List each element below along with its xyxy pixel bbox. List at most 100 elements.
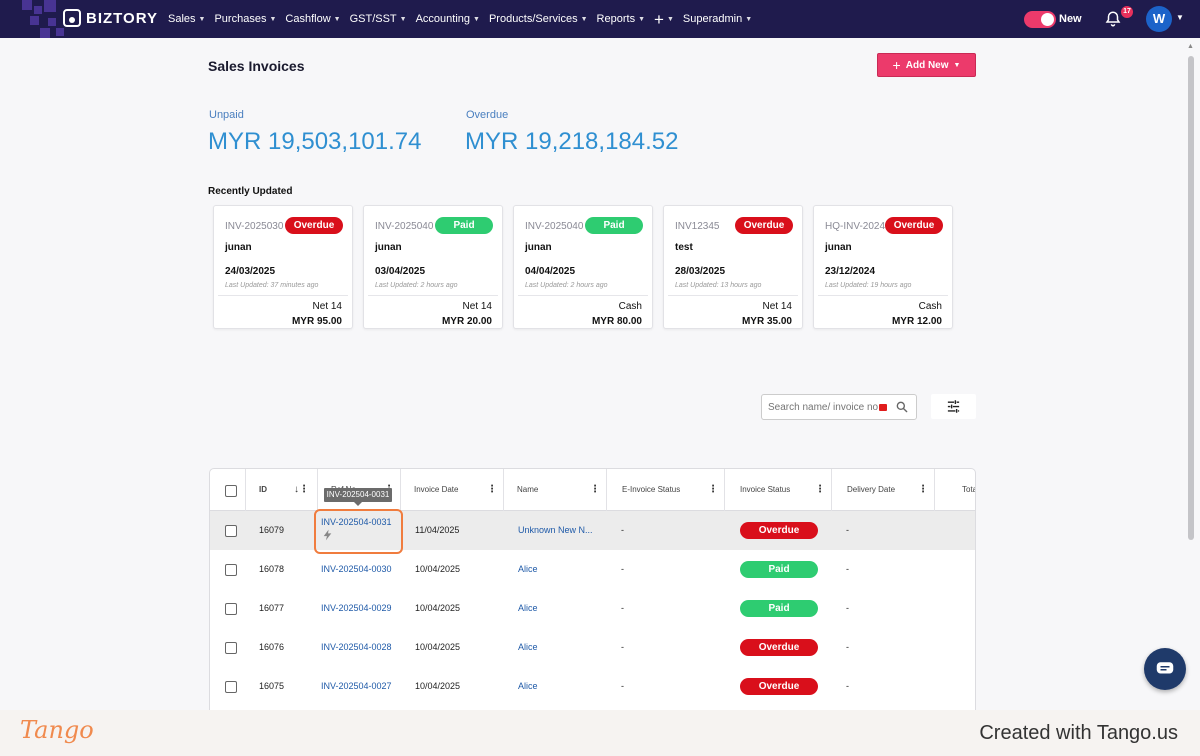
status-badge: Paid [435,217,493,234]
new-ui-toggle[interactable] [1024,11,1056,28]
menu-accounting[interactable]: Accounting ▼ [416,13,480,25]
unpaid-value: MYR 19,503,101.74 [208,128,422,155]
sort-icon[interactable]: ↓⋮ [294,484,309,495]
row-checkbox[interactable] [225,681,237,693]
recent-invoice-card[interactable]: HQ-INV-2024 Overdue junan 23/12/2024 Las… [813,205,953,329]
status-badge: Paid [585,217,643,234]
menu-superadmin-label: Superadmin [682,13,743,25]
tango-logo: Tango [20,716,94,744]
card-ref: INV12345 [675,221,720,232]
row-customer-link[interactable]: Alice [518,603,538,613]
caret-down-icon: ▼ [198,15,206,23]
menu-cashflow[interactable]: Cashflow ▼ [285,13,340,25]
card-last-updated: Last Updated: 2 hours ago [525,282,608,289]
row-checkbox[interactable] [225,642,237,654]
row-ref-link[interactable]: INV-202504-0030 [321,564,392,574]
menu-sales-label: Sales [168,13,196,25]
menu-superadmin[interactable]: Superadmin ▼ [683,13,752,25]
row-checkbox[interactable] [225,564,237,576]
page-scrollbar[interactable] [1188,56,1194,540]
row-ref-link[interactable]: INV-202504-0031 [321,517,392,527]
column-header-total[interactable]: Total [935,469,975,511]
menu-sales[interactable]: Sales ▼ [168,13,205,25]
table-row[interactable]: 16078 INV-202504-0030 10/04/2025 Alice -… [210,550,975,589]
row-ref-link[interactable]: INV-202504-0029 [321,603,392,613]
status-badge: Overdue [885,217,943,234]
row-einvoice-status: - [621,681,624,691]
row-customer-link[interactable]: Alice [518,681,538,691]
row-id: 16077 [259,603,285,613]
table-row[interactable]: 16079 INV-202504-0031 11/04/2025 Unknown… [210,511,975,550]
row-checkbox[interactable] [225,603,237,615]
search-input[interactable] [768,399,880,415]
logo-pixel-pattern [0,0,70,38]
row-customer-link[interactable]: Alice [518,642,538,652]
column-header-invoice-date[interactable]: Invoice Date ⋮ [401,469,504,511]
caret-down-icon: ▼ [269,15,277,23]
row-status-badge: Overdue [740,678,818,695]
biztory-logo-icon [63,9,81,27]
column-invoice-date-label: Invoice Date [414,485,459,494]
column-header-name[interactable]: Name ⋮ [504,469,607,511]
recent-invoice-card[interactable]: INV12345 Overdue test 28/03/2025 Last Up… [663,205,803,329]
column-menu-icon[interactable]: ⋮ [590,484,600,495]
row-checkbox[interactable] [225,525,237,537]
caret-down-icon: ▼ [745,15,753,23]
row-customer-link[interactable]: Alice [518,564,538,574]
toggle-label: New [1059,13,1082,25]
recent-invoice-card[interactable]: INV-2025040 Paid junan 04/04/2025 Last U… [513,205,653,329]
sliders-icon [947,400,960,413]
column-header-einvoice-status[interactable]: E-Invoice Status ⋮ [607,469,725,511]
brand-name: BIZTORY [86,9,159,27]
bell-icon[interactable] [1104,10,1122,28]
table-row[interactable]: 16076 INV-202504-0028 10/04/2025 Alice -… [210,628,975,667]
column-header-invoice-status[interactable]: Invoice Status ⋮ [725,469,832,511]
chevron-down-icon[interactable]: ▼ [1176,13,1184,22]
add-new-label: Add New [905,59,949,71]
overdue-label: Overdue [466,109,509,121]
menu-gst-sst[interactable]: GST/SST ▼ [350,13,407,25]
column-menu-icon[interactable]: ⋮ [815,484,825,495]
column-menu-icon[interactable]: ⋮ [487,484,497,495]
column-menu-icon[interactable]: ⋮ [708,484,718,495]
card-customer-name: junan [375,242,402,253]
caret-down-icon: ▼ [473,15,480,23]
user-avatar[interactable]: W [1146,6,1172,32]
row-status-badge: Paid [740,561,818,578]
status-badge: Overdue [735,217,793,234]
column-header-id[interactable]: ID ↓⋮ [246,469,318,511]
column-id-label: ID [259,485,267,494]
card-terms: Cash [618,301,642,312]
menu-purchases[interactable]: Purchases ▼ [214,13,276,25]
chat-button[interactable] [1144,648,1186,690]
card-divider [368,295,498,296]
row-ref-link[interactable]: INV-202504-0028 [321,642,392,652]
scroll-up-arrow-icon[interactable]: ▲ [1187,43,1194,50]
menu-quick-add[interactable]: + ▼ [654,11,674,28]
search-box [761,394,917,420]
select-all-checkbox[interactable] [225,485,237,497]
row-invoice-date: 10/04/2025 [415,681,461,691]
card-date: 28/03/2025 [675,266,726,277]
table-row[interactable]: 16075 INV-202504-0027 10/04/2025 Alice -… [210,667,975,706]
chevron-down-icon: ▼ [953,61,961,69]
table-row[interactable]: 16077 INV-202504-0029 10/04/2025 Alice -… [210,589,975,628]
header-select-cell [210,469,246,511]
recent-invoice-card[interactable]: INV-2025030 Overdue junan 24/03/2025 Las… [213,205,353,329]
row-status-badge: Paid [740,600,818,617]
column-header-delivery-date[interactable]: Delivery Date ⋮ [832,469,935,511]
menu-reports[interactable]: Reports ▼ [597,13,645,25]
search-icon[interactable] [895,400,909,414]
row-delivery-date: - [846,642,849,652]
row-customer-link[interactable]: Unknown New N... [518,525,593,535]
add-new-button[interactable]: + Add New ▼ [877,53,976,77]
card-divider [818,295,948,296]
filter-button[interactable] [931,394,976,419]
row-delivery-date: - [846,525,849,535]
recent-invoice-card[interactable]: INV-2025040 Paid junan 03/04/2025 Last U… [363,205,503,329]
row-ref-link[interactable]: INV-202504-0027 [321,681,392,691]
brand-logo[interactable]: BIZTORY [63,9,158,27]
card-terms: Net 14 [762,301,792,312]
menu-products-services[interactable]: Products/Services ▼ [489,13,588,25]
column-menu-icon[interactable]: ⋮ [918,484,928,495]
